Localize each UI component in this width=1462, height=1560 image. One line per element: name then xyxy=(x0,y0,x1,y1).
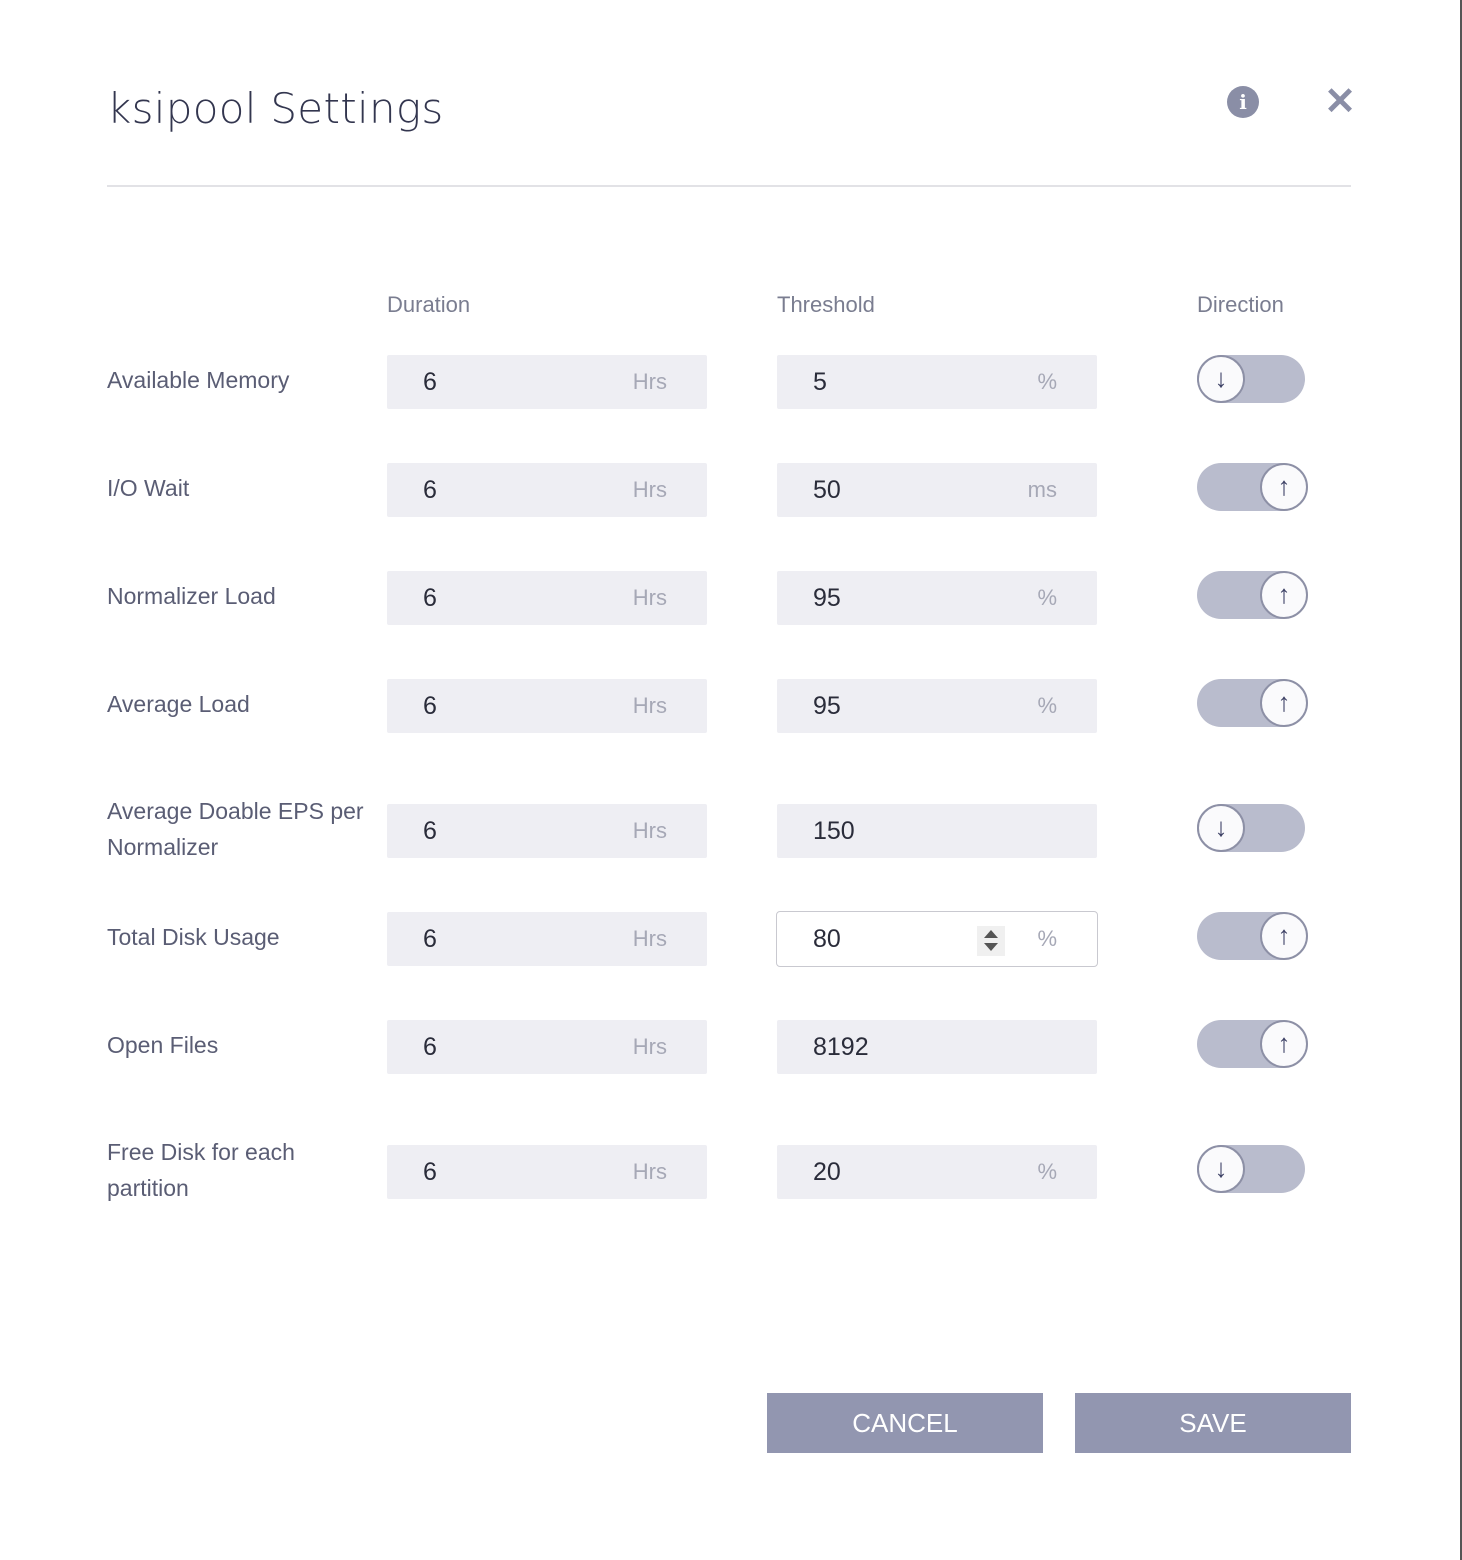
save-button[interactable]: SAVE xyxy=(1075,1393,1351,1453)
close-icon[interactable]: ✕ xyxy=(1324,81,1356,123)
column-header-threshold: Threshold xyxy=(777,292,875,317)
threshold-input[interactable]: 95 % xyxy=(777,571,1097,625)
duration-input[interactable]: 6 Hrs xyxy=(387,804,707,858)
header-divider xyxy=(107,185,1351,187)
threshold-value: 95 xyxy=(813,692,841,720)
threshold-value: 80 xyxy=(813,925,841,953)
row-label: Normalizer Load xyxy=(107,583,276,609)
threshold-input[interactable]: 8192 xyxy=(777,1020,1097,1074)
duration-input[interactable]: 6 Hrs xyxy=(387,571,707,625)
threshold-input[interactable]: 95 % xyxy=(777,679,1097,733)
threshold-value: 20 xyxy=(813,1158,841,1186)
row-label: Total Disk Usage xyxy=(107,924,280,950)
duration-value: 6 xyxy=(423,368,437,396)
duration-value: 6 xyxy=(423,692,437,720)
info-icon[interactable]: i xyxy=(1227,86,1259,118)
duration-value: 6 xyxy=(423,817,437,845)
duration-value: 6 xyxy=(423,925,437,953)
arrow-up-icon: ↑ xyxy=(1260,912,1308,960)
window-edge xyxy=(1460,0,1462,1560)
direction-toggle[interactable]: ↓ xyxy=(1197,355,1305,403)
row-label: Free Disk for each partition xyxy=(107,1139,295,1201)
duration-input[interactable]: 6 Hrs xyxy=(387,679,707,733)
row-label: Open Files xyxy=(107,1032,219,1058)
duration-input[interactable]: 6 Hrs xyxy=(387,1145,707,1199)
threshold-unit: % xyxy=(1037,369,1057,394)
cancel-button[interactable]: CANCEL xyxy=(767,1393,1043,1453)
direction-toggle[interactable]: ↓ xyxy=(1197,804,1305,852)
duration-unit: Hrs xyxy=(632,926,667,951)
stepper-icon[interactable] xyxy=(977,926,1005,956)
duration-unit: Hrs xyxy=(632,477,667,502)
threshold-value: 150 xyxy=(813,817,855,845)
column-header-direction: Direction xyxy=(1197,292,1284,317)
direction-toggle[interactable]: ↑ xyxy=(1197,1020,1308,1068)
arrow-up-icon: ↑ xyxy=(1260,679,1308,727)
threshold-input[interactable]: 50 ms xyxy=(777,463,1097,517)
duration-unit: Hrs xyxy=(632,585,667,610)
row-label: Average Load xyxy=(107,691,250,717)
arrow-down-icon: ↓ xyxy=(1197,355,1245,403)
arrow-down-icon: ↓ xyxy=(1197,804,1245,852)
column-header-duration: Duration xyxy=(387,292,471,317)
direction-toggle[interactable]: ↑ xyxy=(1197,571,1308,619)
duration-unit: Hrs xyxy=(632,1159,667,1184)
threshold-value: 95 xyxy=(813,584,841,612)
threshold-unit: % xyxy=(1037,693,1057,718)
threshold-unit: % xyxy=(1037,585,1057,610)
direction-toggle[interactable]: ↑ xyxy=(1197,679,1308,727)
threshold-value: 50 xyxy=(813,476,841,504)
arrow-up-icon: ↑ xyxy=(1260,1020,1308,1068)
duration-input[interactable]: 6 Hrs xyxy=(387,463,707,517)
threshold-unit: % xyxy=(1037,926,1057,951)
direction-toggle[interactable]: ↑ xyxy=(1197,912,1308,960)
duration-input[interactable]: 6 Hrs xyxy=(387,912,707,966)
threshold-input[interactable]: 80 % xyxy=(776,911,1098,967)
row-label: Average Doable EPS per Normalizer xyxy=(107,798,364,860)
threshold-unit: % xyxy=(1037,1159,1057,1184)
arrow-up-icon: ↑ xyxy=(1260,571,1308,619)
duration-unit: Hrs xyxy=(632,1034,667,1059)
duration-input[interactable]: 6 Hrs xyxy=(387,1020,707,1074)
arrow-down-icon: ↓ xyxy=(1197,1145,1245,1193)
direction-toggle[interactable]: ↑ xyxy=(1197,463,1308,511)
row-label: Available Memory xyxy=(107,367,290,393)
threshold-unit: ms xyxy=(1027,477,1057,502)
threshold-value: 5 xyxy=(813,368,827,396)
duration-value: 6 xyxy=(423,1158,437,1186)
arrow-up-icon: ↑ xyxy=(1260,463,1308,511)
duration-value: 6 xyxy=(423,584,437,612)
threshold-value: 8192 xyxy=(813,1033,869,1061)
dialog-title: ksipool Settings xyxy=(107,84,444,133)
duration-input[interactable]: 6 Hrs xyxy=(387,355,707,409)
duration-unit: Hrs xyxy=(632,818,667,843)
duration-value: 6 xyxy=(423,476,437,504)
row-label: I/O Wait xyxy=(107,475,190,501)
duration-unit: Hrs xyxy=(632,369,667,394)
direction-toggle[interactable]: ↓ xyxy=(1197,1145,1305,1193)
duration-value: 6 xyxy=(423,1033,437,1061)
threshold-input[interactable]: 20 % xyxy=(777,1145,1097,1199)
threshold-input[interactable]: 150 xyxy=(777,804,1097,858)
duration-unit: Hrs xyxy=(632,693,667,718)
threshold-input[interactable]: 5 % xyxy=(777,355,1097,409)
